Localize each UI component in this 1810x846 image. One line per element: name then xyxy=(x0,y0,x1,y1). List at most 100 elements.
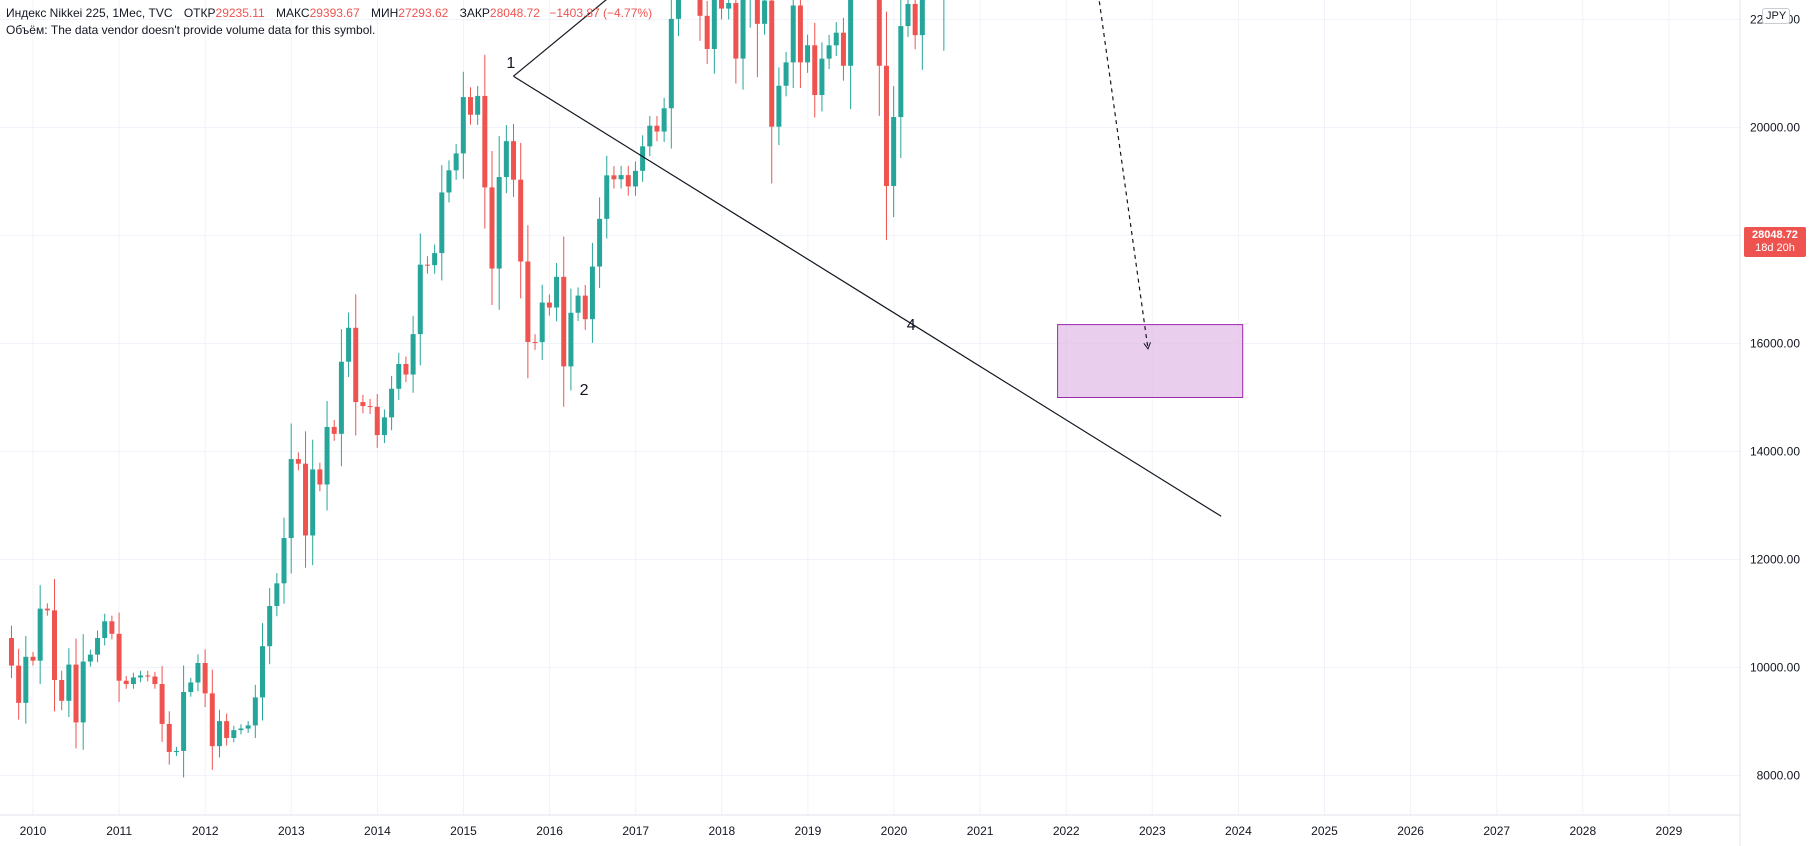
candle-body xyxy=(274,583,280,606)
x-tick-label: 2011 xyxy=(106,824,132,838)
candle-body xyxy=(848,0,854,66)
x-tick-label: 2015 xyxy=(450,824,477,838)
candle-body xyxy=(790,5,796,63)
candle-body xyxy=(281,538,287,584)
candle-body xyxy=(769,0,775,127)
candle-body xyxy=(762,0,768,24)
candle-body xyxy=(826,45,832,59)
candle-body xyxy=(453,153,459,171)
target-zone-box xyxy=(1057,324,1244,399)
candle-body xyxy=(216,721,222,747)
candle-body xyxy=(460,97,466,154)
candle-body xyxy=(417,264,423,335)
candle-body xyxy=(919,0,925,36)
candle-body xyxy=(145,675,151,677)
candle-body xyxy=(475,95,481,115)
candle-body xyxy=(252,697,258,726)
y-tick-label: 10000.00 xyxy=(1750,661,1800,675)
candle-body xyxy=(102,621,108,638)
x-tick-label: 2023 xyxy=(1139,824,1166,838)
x-tick-label: 2016 xyxy=(536,824,563,838)
x-tick-label: 2028 xyxy=(1569,824,1596,838)
wave-label: 4 xyxy=(907,317,916,334)
candle-body xyxy=(303,463,309,536)
candle-body xyxy=(697,0,703,16)
candle-body xyxy=(726,3,732,9)
candle-body xyxy=(905,3,911,27)
low-label: МИН xyxy=(370,6,399,20)
candle-body xyxy=(23,656,29,703)
candle-body xyxy=(73,664,79,723)
candle-body xyxy=(209,693,215,747)
high-label: МАКС xyxy=(276,6,310,20)
candle-body xyxy=(554,276,560,308)
x-tick-label: 2019 xyxy=(795,824,822,838)
candle-body xyxy=(224,721,230,738)
x-tick-label: 2018 xyxy=(708,824,735,838)
x-tick-label: 2014 xyxy=(364,824,391,838)
candle-body xyxy=(640,146,646,171)
wave-label: 1 xyxy=(506,55,515,72)
candle-body xyxy=(891,117,897,186)
candle-body xyxy=(295,459,301,464)
candle-body xyxy=(37,608,43,661)
candle-body xyxy=(898,26,904,118)
candle-body xyxy=(625,175,631,187)
open-label: ОТКР xyxy=(183,6,216,20)
candle-body xyxy=(44,608,50,611)
candle-body xyxy=(317,469,323,485)
candle-body xyxy=(109,621,115,634)
candle-body xyxy=(288,459,294,539)
candle-body xyxy=(647,125,653,147)
trendline xyxy=(513,75,1222,517)
candle-body xyxy=(525,261,531,343)
x-tick-label: 2022 xyxy=(1053,824,1080,838)
candle-body xyxy=(611,175,617,180)
candle-body xyxy=(123,680,129,685)
candle-body xyxy=(539,302,545,343)
candle-body xyxy=(482,95,488,188)
candle-body xyxy=(597,218,603,267)
y-tick-label: 12000.00 xyxy=(1750,553,1800,567)
candle-body xyxy=(152,676,158,685)
candle-body xyxy=(259,646,265,698)
close-value: 28048.72 xyxy=(489,6,540,20)
candle-body xyxy=(87,654,93,662)
candle-body xyxy=(883,65,889,186)
candle-body xyxy=(202,663,208,694)
currency-button[interactable]: JPY xyxy=(1762,8,1791,24)
x-tick-label: 2026 xyxy=(1397,824,1424,838)
change-value: −1403.87 (−4.77%) xyxy=(549,6,653,20)
candle-body xyxy=(797,5,803,63)
candle-body xyxy=(396,363,402,389)
x-tick-label: 2020 xyxy=(881,824,908,838)
candle-body xyxy=(632,170,638,187)
symbol-title[interactable]: Индекс Nikkei 225, 1Мес, TVC xyxy=(6,6,173,20)
candle-body xyxy=(912,3,918,36)
candle-body xyxy=(338,361,344,434)
candle-body xyxy=(661,108,667,132)
candle-body xyxy=(52,610,58,681)
candle-body xyxy=(310,469,316,536)
open-value: 29235.11 xyxy=(215,6,265,20)
y-tick-label: 16000.00 xyxy=(1750,337,1800,351)
ohlc-legend: Индекс Nikkei 225, 1Мес, TVC ОТКР29235.1… xyxy=(6,6,652,20)
candle-body xyxy=(833,32,839,46)
candle-body xyxy=(876,0,882,66)
candle-body xyxy=(95,637,101,655)
x-tick-label: 2027 xyxy=(1483,824,1510,838)
candle-body xyxy=(532,342,538,344)
candle-body xyxy=(130,677,136,685)
candle-body xyxy=(589,266,595,320)
candle-body xyxy=(503,141,509,178)
volume-legend: Объём: The data vendor doesn't provide v… xyxy=(6,23,375,37)
high-value: 29393.67 xyxy=(309,6,360,20)
candle-body xyxy=(489,187,495,269)
candle-body xyxy=(331,426,337,434)
candle-body xyxy=(66,664,72,701)
candle-body xyxy=(389,388,395,418)
candle-body xyxy=(604,175,610,219)
candle-body xyxy=(439,192,445,254)
